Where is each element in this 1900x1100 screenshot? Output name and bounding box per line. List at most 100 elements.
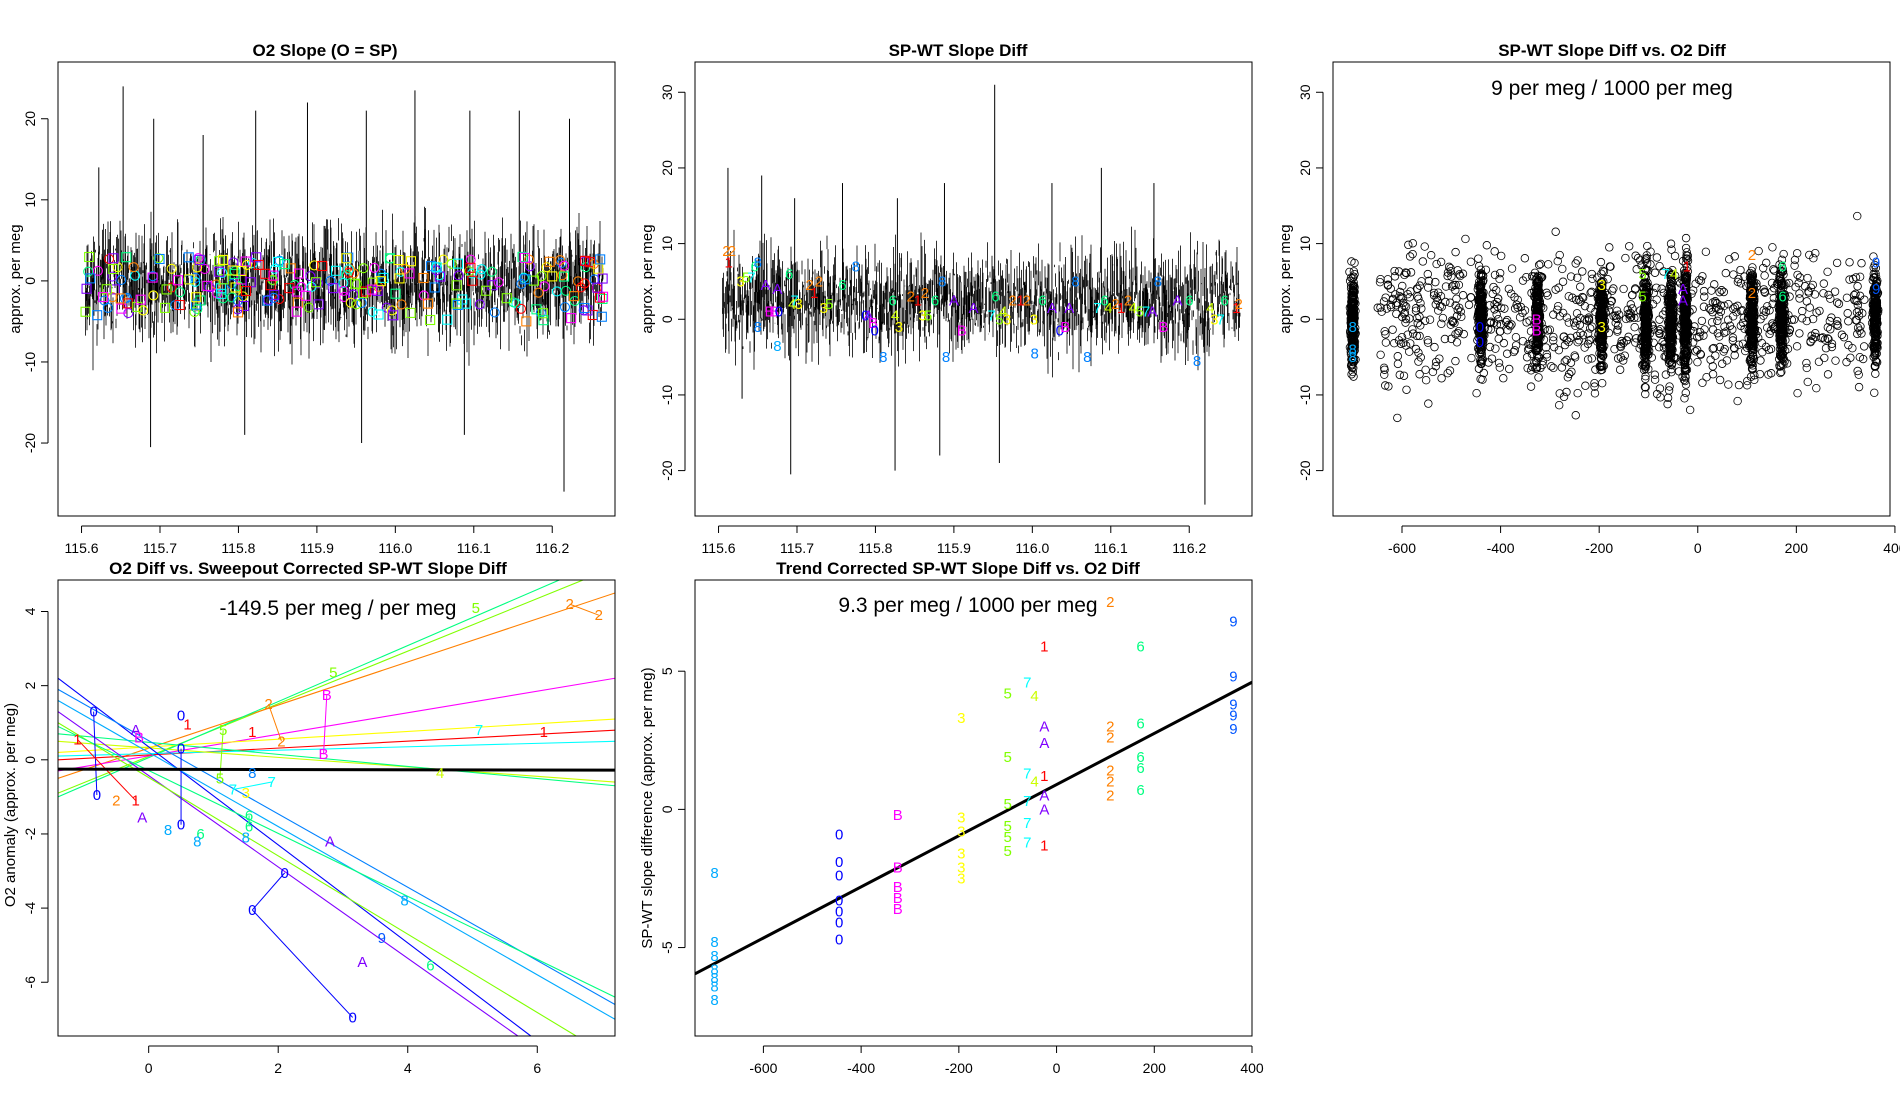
point-label: 0 [835,868,843,885]
scatter-point [1509,347,1518,357]
point-label: 3 [794,296,802,313]
scatter-point [1476,348,1485,357]
scatter-point [1395,370,1404,380]
point-label: 1 [73,731,81,748]
marker-circle [268,292,279,303]
scatter-point [1823,323,1833,332]
scatter-point [1456,271,1465,281]
scatter-point [1585,336,1594,345]
point-label: 8 [242,830,250,847]
marker-square [431,262,442,273]
marker-circle [189,307,200,318]
scatter-point [1390,339,1399,348]
scatter-point [1434,288,1443,297]
scatter-point [1496,251,1506,261]
scatter-point [1476,265,1486,274]
scatter-point [1641,362,1651,371]
scatter-point [1518,276,1528,285]
scatter-point [1569,318,1579,327]
scatter-point [1682,274,1691,283]
scatter-point [1683,291,1692,300]
point-label: 6 [889,292,897,309]
scatter-point [1581,381,1590,390]
scatter-point [1872,358,1882,367]
scatter-point [1585,324,1595,333]
marker-square [260,268,271,279]
scatter-point [1642,307,1651,316]
y-axis-label: O2 anomaly (approx. per meg) [2,703,19,907]
scatter-point [1776,361,1786,371]
marker-circle [467,268,478,279]
x-tick-label: 200 [1785,540,1809,556]
scatter-point [1476,306,1486,316]
marker-circle [338,285,349,296]
x-tick-label: 116.1 [1094,540,1128,556]
point-label: 8 [710,865,718,882]
scatter-point [1734,274,1743,284]
scatter-point [1395,287,1405,297]
scatter-point [1405,252,1415,261]
plot-frame [694,61,1253,517]
fan-line [58,725,615,998]
scatter-point [1625,310,1634,320]
scatter-point [1533,273,1542,282]
marker-square [268,270,279,281]
point-label: 5 [329,665,337,682]
scatter-point [1692,345,1702,355]
scatter-point [1823,370,1833,379]
scatter-point [1580,301,1590,311]
point-label: 0 [281,865,289,882]
scatter-point [1715,287,1724,297]
scatter-point [1742,381,1752,390]
scatter-point [1415,370,1424,379]
marker-circle [541,262,552,273]
scatter-point [1855,272,1865,281]
scatter-point [1872,349,1881,358]
scatter-point [1641,389,1650,399]
scatter-point [1665,298,1674,307]
y-tick-label: -4 [22,902,38,915]
scatter-point [1349,337,1359,346]
scatter-point [1746,286,1755,296]
scatter-point [1598,344,1608,353]
scatter-point [1349,278,1358,287]
scatter-point [1375,277,1385,287]
fan-line [58,700,615,1020]
scatter-point [1478,336,1487,346]
scatter-point [1641,346,1650,356]
point-label: 2 [1106,718,1114,735]
marker-circle [518,272,529,283]
marker-square [425,261,436,272]
scatter-point [1858,354,1868,364]
scatter-point [1499,338,1509,348]
scatter-point [1679,282,1689,292]
scatter-point [1805,250,1814,260]
scatter-point [1734,340,1743,350]
x-tick-label: 116.2 [535,540,569,556]
marker-square [595,254,606,265]
scatter-point [1566,358,1576,367]
scatter-point [1401,268,1410,277]
scatter-point [1819,289,1828,298]
scatter-point [1597,355,1606,364]
y-tick-label: -20 [22,433,38,453]
marker-square [422,298,434,309]
point-label: 1 [540,724,548,741]
scatter-point [1728,304,1738,313]
scatter-point [1381,330,1390,339]
point-label: 2 [1748,285,1756,302]
plot-frame [57,61,616,517]
point-label: 1 [914,292,922,309]
scatter-point [1681,388,1690,398]
y-tick-label: -10 [1297,385,1313,405]
x-tick-label: 116.0 [378,540,412,556]
scatter-point [1759,285,1768,294]
scatter-point [1666,353,1676,362]
scatter-point [1587,269,1597,279]
scatter-point [1652,253,1662,262]
scatter-point [1766,369,1776,378]
point-label: 0 [1476,334,1484,351]
scatter-point [1683,347,1692,356]
scatter-point [1458,291,1468,300]
scatter-point [1843,309,1852,318]
